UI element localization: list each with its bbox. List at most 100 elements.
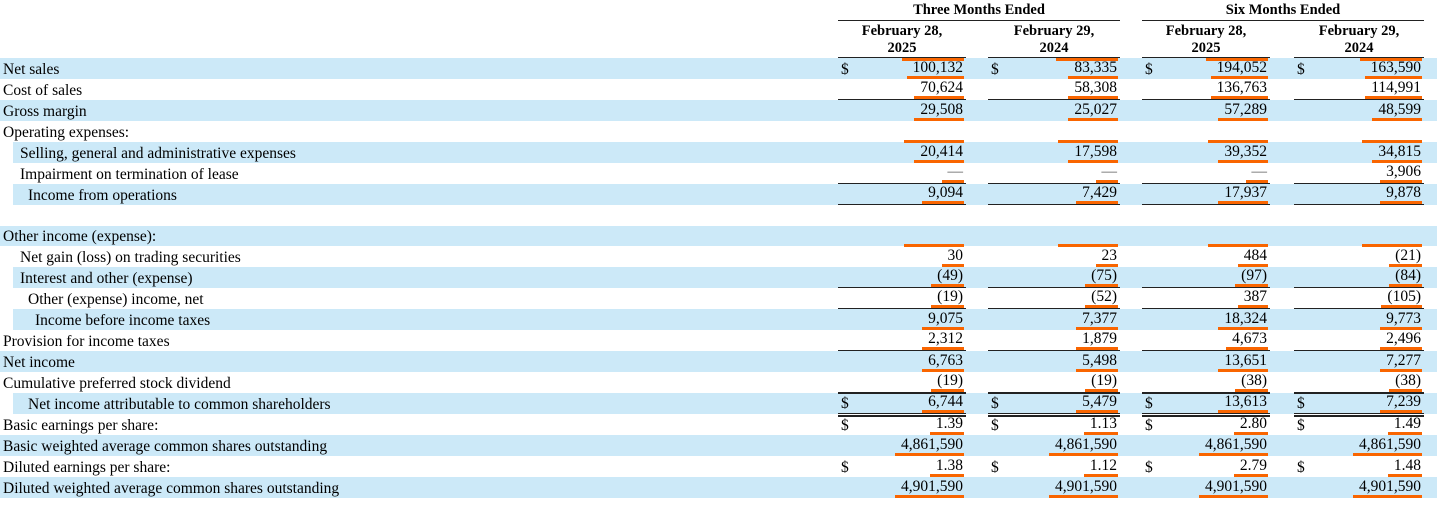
fact-value[interactable]: 4,901,590 (1353, 478, 1422, 498)
column-gap (1424, 21, 1437, 58)
fact-value[interactable]: 4,673 (1226, 330, 1268, 351)
fact-value[interactable]: 1.12 (1083, 457, 1118, 477)
fact-value[interactable]: 163,590 (1364, 59, 1422, 79)
fact-value[interactable]: 9,773 (1380, 310, 1422, 331)
amount-cell: 1.13 (1014, 415, 1120, 435)
fact-value[interactable]: 4,861,590 (895, 436, 964, 456)
row-indent-notch (0, 288, 13, 310)
fact-value[interactable]: 18,324 (1218, 310, 1268, 331)
fact-value[interactable]: 13,651 (1218, 352, 1268, 373)
fact-value[interactable]: 1.38 (929, 457, 964, 477)
fact-value[interactable]: 4,901,590 (1199, 478, 1268, 498)
row-label: Income from operations (28, 186, 177, 204)
fact-value[interactable]: 1.39 (929, 415, 964, 435)
fact-value[interactable]: (105) (1381, 288, 1422, 309)
fact-value[interactable]: 9,094 (922, 184, 964, 204)
fact-value[interactable]: 1.48 (1387, 457, 1422, 477)
fact-value[interactable]: 17,937 (1218, 184, 1268, 204)
fact-value[interactable]: (49) (931, 267, 964, 288)
fact-value[interactable]: 25,027 (1068, 101, 1118, 121)
fact-value[interactable]: (19) (1085, 372, 1118, 392)
fact-value[interactable]: 2.79 (1233, 457, 1268, 477)
fact-value[interactable]: 7,429 (1076, 184, 1118, 204)
fact-value[interactable]: 100,132 (906, 59, 964, 79)
column-gap (1120, 309, 1142, 330)
fact-value[interactable]: 83,335 (1068, 59, 1118, 79)
fact-value[interactable]: 194,052 (1210, 59, 1268, 79)
fact-value[interactable]: 2,312 (922, 330, 964, 351)
fact-value[interactable]: 58,308 (1068, 79, 1118, 99)
fact-value[interactable]: — (1095, 163, 1118, 183)
amount-cell: (49) (864, 267, 966, 288)
fact-value[interactable]: 6,744 (922, 393, 964, 413)
fact-value[interactable]: (19) (931, 372, 964, 392)
fact-value[interactable]: 3,906 (1380, 163, 1422, 183)
fact-value[interactable]: (19) (931, 288, 964, 309)
fact-value[interactable]: 48,599 (1372, 101, 1422, 121)
fact-value[interactable]: 4,901,590 (1049, 478, 1118, 498)
fact-underline (1362, 139, 1422, 143)
fact-value[interactable]: 4,861,590 (1353, 436, 1422, 456)
fact-value[interactable]: 4,861,590 (1049, 436, 1118, 456)
fact-value[interactable]: 13,613 (1218, 393, 1268, 413)
fact-value[interactable]: 57,289 (1218, 101, 1268, 121)
fact-value[interactable]: 70,624 (914, 79, 964, 99)
fact-value[interactable]: 39,352 (1218, 143, 1268, 163)
fact-value[interactable]: 29,508 (914, 101, 964, 121)
fact-value[interactable]: 7,239 (1380, 393, 1422, 413)
fact-value[interactable]: 34,815 (1372, 143, 1422, 163)
fact-value[interactable]: 20,414 (914, 143, 964, 163)
amount-group: $100,132 (838, 58, 966, 79)
fact-value[interactable]: 7,377 (1076, 310, 1118, 331)
fact-value[interactable]: 2.80 (1233, 415, 1268, 435)
fact-value[interactable]: 5,498 (1076, 352, 1118, 373)
column-gap (966, 246, 988, 267)
fact-value[interactable]: (38) (1389, 372, 1422, 392)
fact-value[interactable]: — (941, 163, 964, 183)
fact-value[interactable]: 1.49 (1387, 415, 1422, 435)
fact-value[interactable]: 2,496 (1380, 330, 1422, 351)
amount-cell: 114,991 (1320, 79, 1424, 99)
amount-group: (38) (1142, 372, 1270, 393)
amount-cell: 7,429 (1014, 184, 1120, 204)
fact-value[interactable]: 1.13 (1083, 415, 1118, 435)
amount-group: 6,763 (838, 351, 966, 373)
fact-value[interactable]: 17,598 (1068, 143, 1118, 163)
row-label: Impairment on termination of lease (20, 165, 239, 183)
fact-value[interactable]: 136,763 (1210, 79, 1268, 99)
fact-value[interactable]: 6,763 (922, 352, 964, 373)
fact-value[interactable]: (75) (1085, 267, 1118, 288)
fact-value[interactable]: (52) (1085, 288, 1118, 309)
fact-value[interactable]: (97) (1235, 267, 1268, 288)
amount-group: $1.13 (988, 414, 1120, 435)
date-line: 2024 (1039, 40, 1069, 56)
fact-value[interactable]: 114,991 (1365, 79, 1422, 99)
amount-group: $1.12 (988, 456, 1120, 477)
fact-value[interactable]: 1,879 (1076, 330, 1118, 351)
fact-value[interactable]: 4,901,590 (895, 478, 964, 498)
amount-cell: 17,598 (1014, 143, 1120, 163)
amount-cell: (38) (1320, 372, 1424, 392)
fact-value[interactable]: 9,878 (1380, 184, 1422, 204)
amount-cell: — (1168, 163, 1270, 183)
fact-value[interactable]: 484 (1237, 247, 1268, 268)
fact-value[interactable]: (38) (1235, 372, 1268, 392)
fact-value[interactable]: (84) (1389, 267, 1422, 288)
column-gap (966, 142, 988, 163)
fact-value[interactable]: 7,277 (1380, 352, 1422, 373)
fact-value[interactable]: 9,075 (922, 310, 964, 331)
fact-value[interactable]: 4,861,590 (1199, 436, 1268, 456)
amount-group: 23 (988, 246, 1120, 268)
fact-value[interactable]: 387 (1237, 288, 1268, 309)
fact-value[interactable]: 23 (1095, 247, 1118, 268)
table-row: Basic earnings per share: $1.39 $1.13 $2.80… (0, 414, 1437, 435)
fact-value[interactable]: — (1245, 163, 1268, 183)
column-gap (1120, 58, 1142, 79)
fact-value[interactable]: 30 (941, 247, 964, 268)
amount-group: 4,861,590 (838, 435, 966, 456)
column-gap (1270, 330, 1294, 351)
table-row: Net income 6,763 5,498 13,651 7,277 (0, 351, 1437, 373)
fact-value[interactable]: (21) (1389, 247, 1422, 268)
fact-value[interactable]: 5,479 (1076, 393, 1118, 413)
row-indent-notch (0, 141, 13, 163)
